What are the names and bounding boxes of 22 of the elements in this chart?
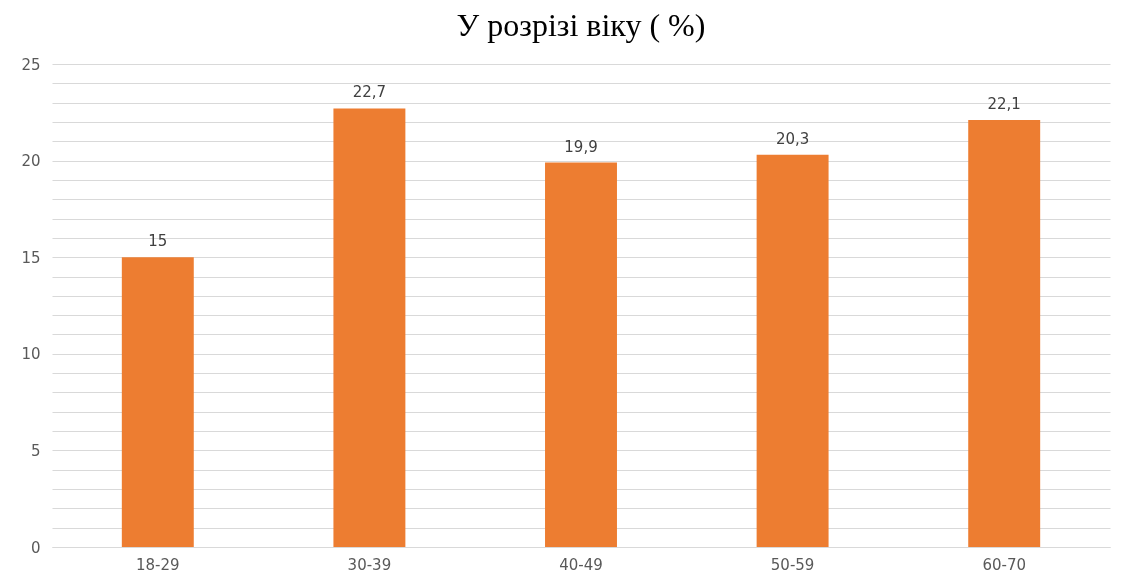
data-label: 22,1	[987, 95, 1021, 114]
x-tick-label: 60-70	[982, 555, 1026, 574]
bar	[756, 154, 829, 547]
y-tick-label: 25	[21, 55, 41, 74]
x-tick-label: 18-29	[136, 555, 180, 574]
x-tick-label: 50-59	[770, 555, 815, 574]
y-tick-label: 10	[21, 345, 41, 364]
data-label: 22,7	[352, 83, 387, 102]
data-label: 19,9	[564, 137, 598, 156]
y-tick-label: 0	[30, 538, 41, 557]
bar	[121, 257, 194, 547]
bar	[968, 120, 1041, 547]
x-tick-label: 40-49	[559, 555, 603, 574]
data-label: 15	[148, 232, 168, 251]
y-tick-label: 15	[21, 248, 41, 267]
bar	[333, 108, 406, 547]
x-tick-label: 30-39	[347, 555, 392, 574]
y-tick-label: 5	[30, 441, 41, 460]
chart-title: У розрізі віку ( %)	[456, 7, 706, 43]
y-tick-label: 20	[21, 152, 41, 171]
data-label: 20,3	[775, 129, 810, 148]
bar	[545, 162, 617, 547]
